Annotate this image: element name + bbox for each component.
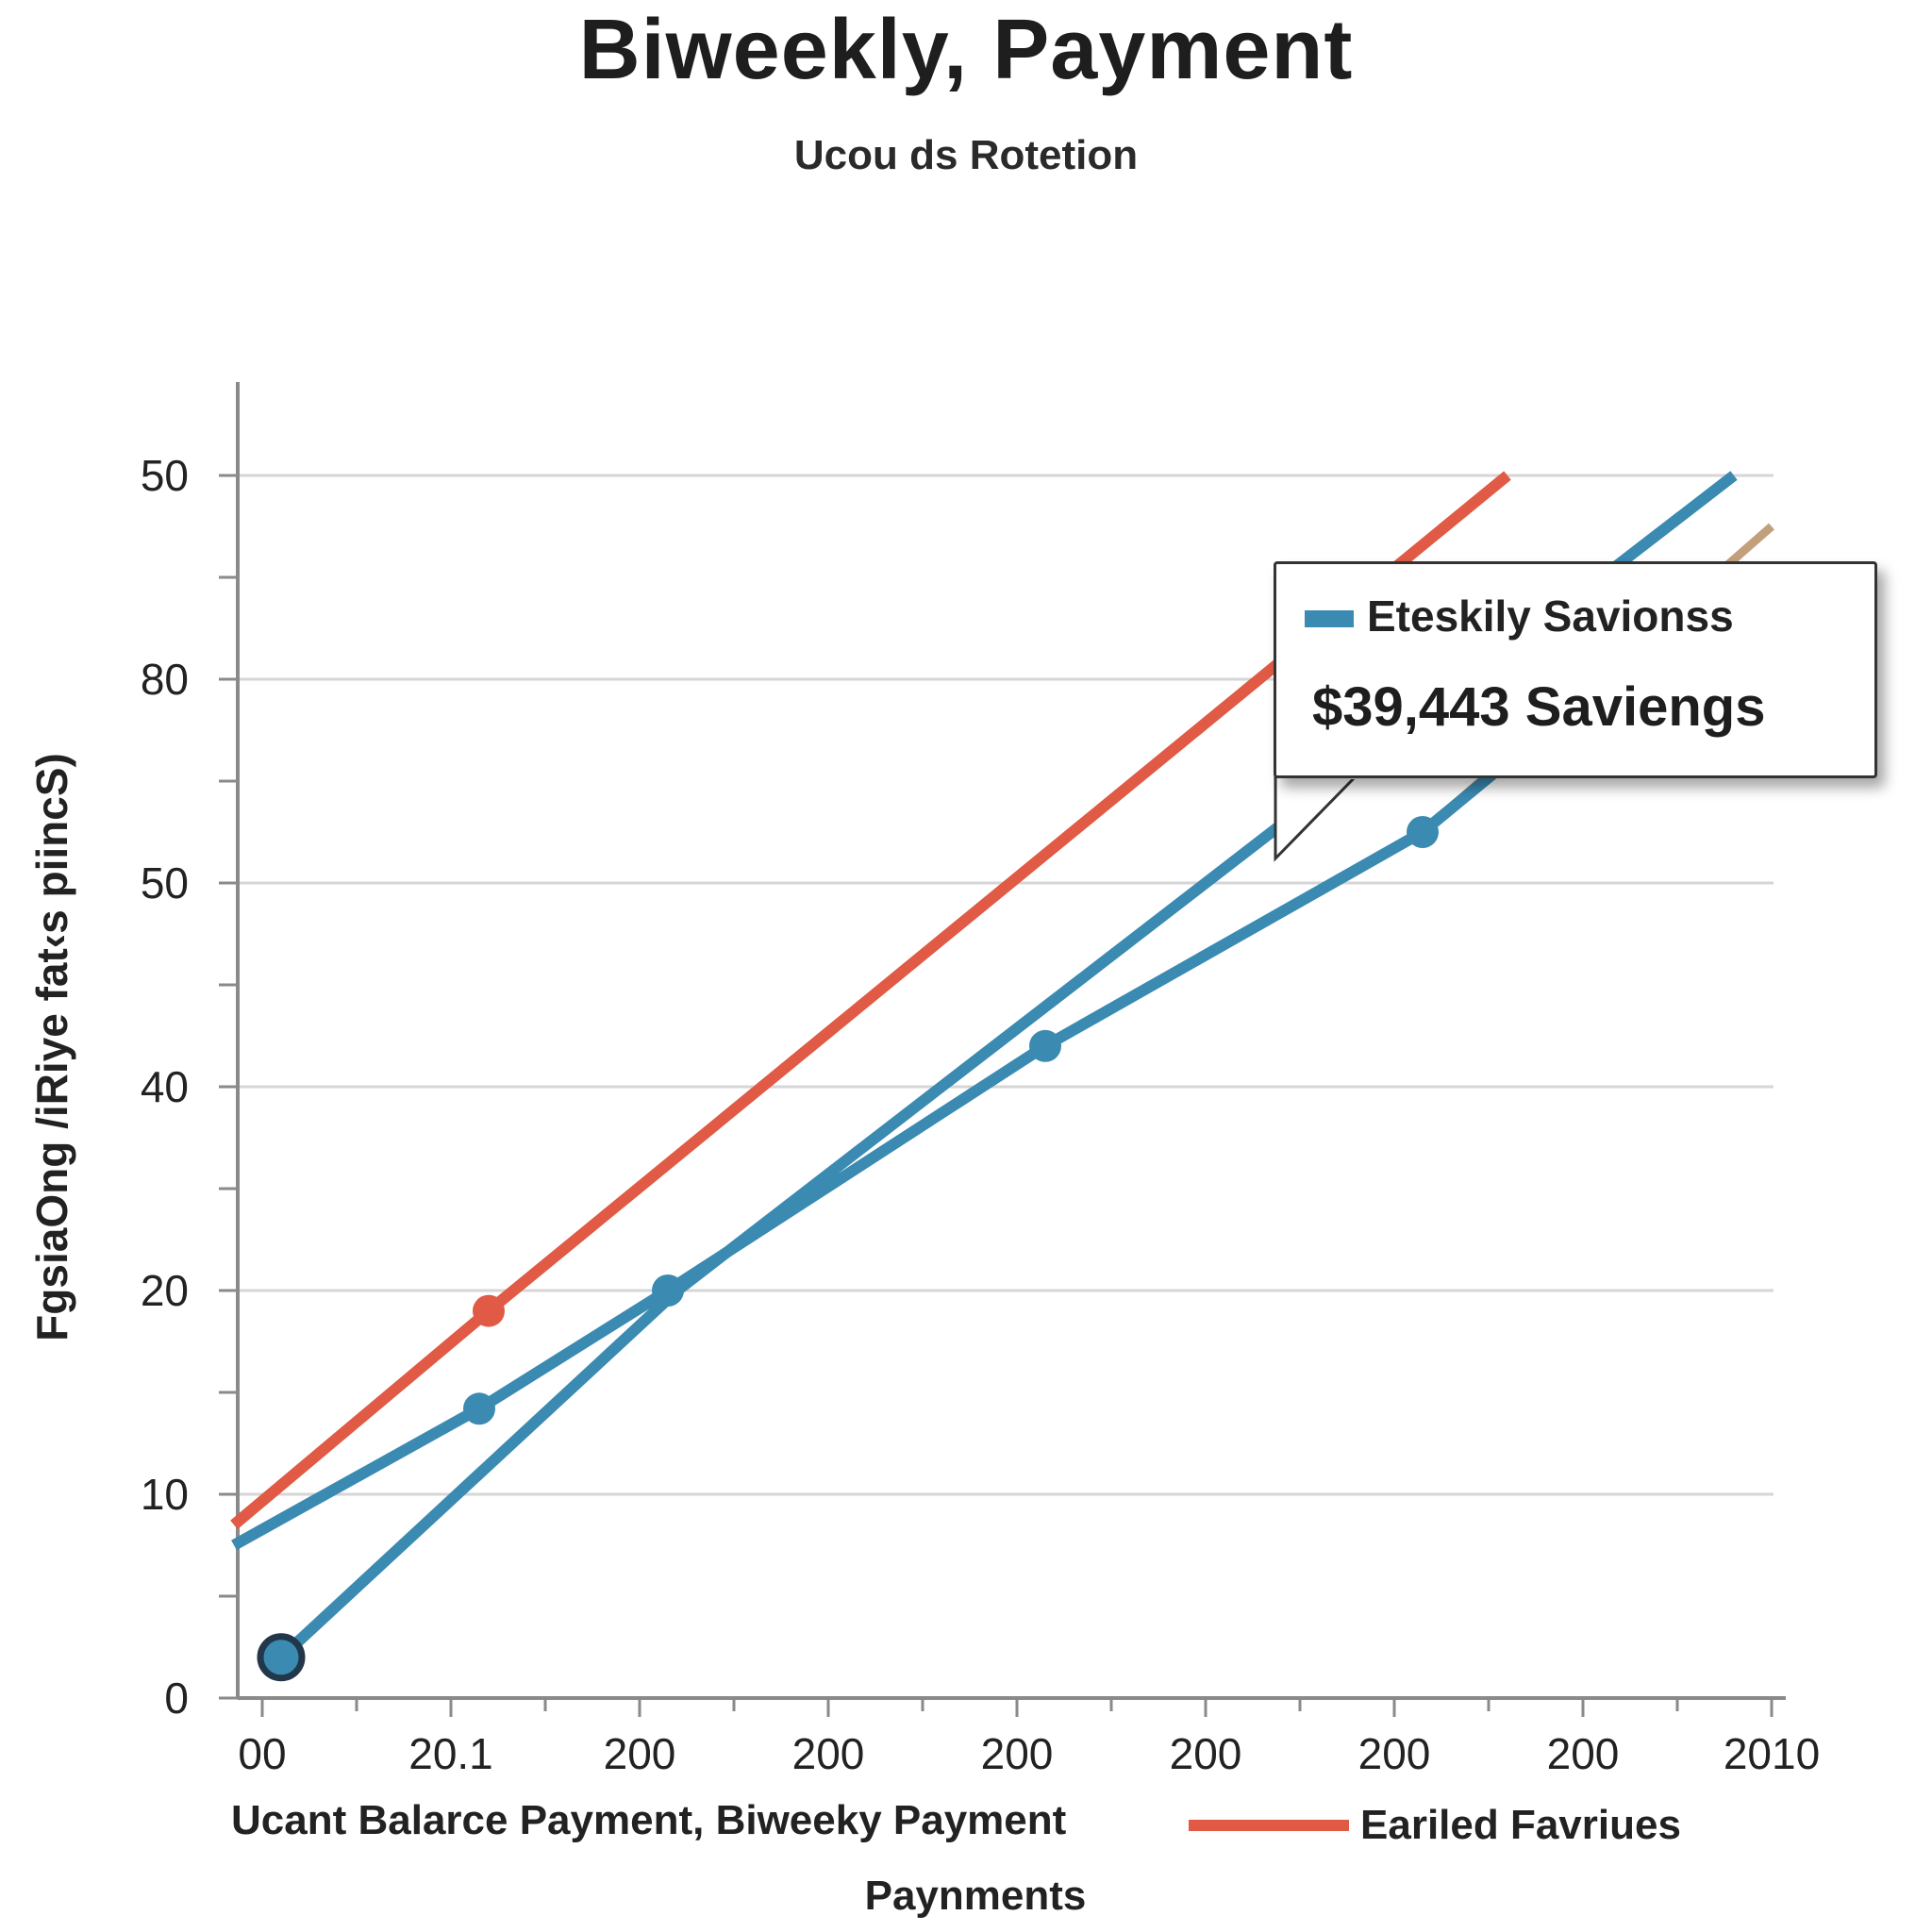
legend-entry-red: Eariled Favriues	[1189, 1797, 1681, 1854]
y-tick-label: 10	[141, 1470, 189, 1519]
x-tick-label: 200	[604, 1729, 676, 1778]
data-point	[652, 1274, 684, 1307]
callout-value: $39,443 Saviengs	[1312, 676, 1766, 738]
x-tick-label: 200	[1170, 1729, 1242, 1778]
x-tick-label: 00	[238, 1729, 286, 1778]
x-tick-label: 200	[1358, 1729, 1431, 1778]
legend-label-red: Eariled Favriues	[1360, 1802, 1681, 1848]
x-axis-label: Paynments	[864, 1873, 1087, 1919]
y-tick-label: 0	[164, 1674, 189, 1723]
callout-label: Eteskily Savionss	[1367, 591, 1734, 641]
x-tick-label: 200	[1547, 1729, 1620, 1778]
y-axis-label: FgsiaOng /iRiye fat‹s piincS)	[27, 753, 76, 1341]
x-tick-label: 200	[792, 1729, 865, 1778]
savings-callout: Eteskily Savionss $39,443 Saviengs	[1274, 561, 1877, 778]
data-point	[463, 1392, 495, 1425]
chart-title: Biweekly, Payment	[578, 3, 1354, 97]
data-point	[1029, 1029, 1061, 1062]
x-tick-label: 2010	[1724, 1729, 1820, 1778]
y-tick-label: 50	[141, 451, 189, 500]
callout-pointer	[1274, 774, 1361, 862]
legend-entry-blue: Ucant Balarce Payment, Biweeky Payment	[231, 1797, 1067, 1843]
data-point	[257, 1633, 306, 1682]
gridlines	[238, 474, 1774, 1496]
y-tick-label: 80	[141, 655, 189, 704]
data-point	[1407, 816, 1439, 848]
series-line	[231, 694, 1587, 1551]
callout-legend-swatch	[1305, 610, 1354, 627]
series-markers	[257, 816, 1439, 1682]
data-point	[473, 1294, 505, 1327]
tick-labels: 0 10 20 40 50 80 50 00 20.1 200 200 200 200 200 200 201…	[141, 451, 1820, 1778]
x-tick-label: 200	[981, 1729, 1054, 1778]
x-tick-label: 20.1	[408, 1729, 493, 1778]
y-tick-label: 50	[141, 858, 189, 908]
y-tick-label: 40	[141, 1062, 189, 1111]
legend-swatch-red	[1189, 1820, 1349, 1831]
chart-subtitle: Ucou ds Rotetion	[793, 132, 1139, 178]
y-tick-label: 20	[141, 1266, 189, 1315]
axes	[219, 382, 1786, 1717]
